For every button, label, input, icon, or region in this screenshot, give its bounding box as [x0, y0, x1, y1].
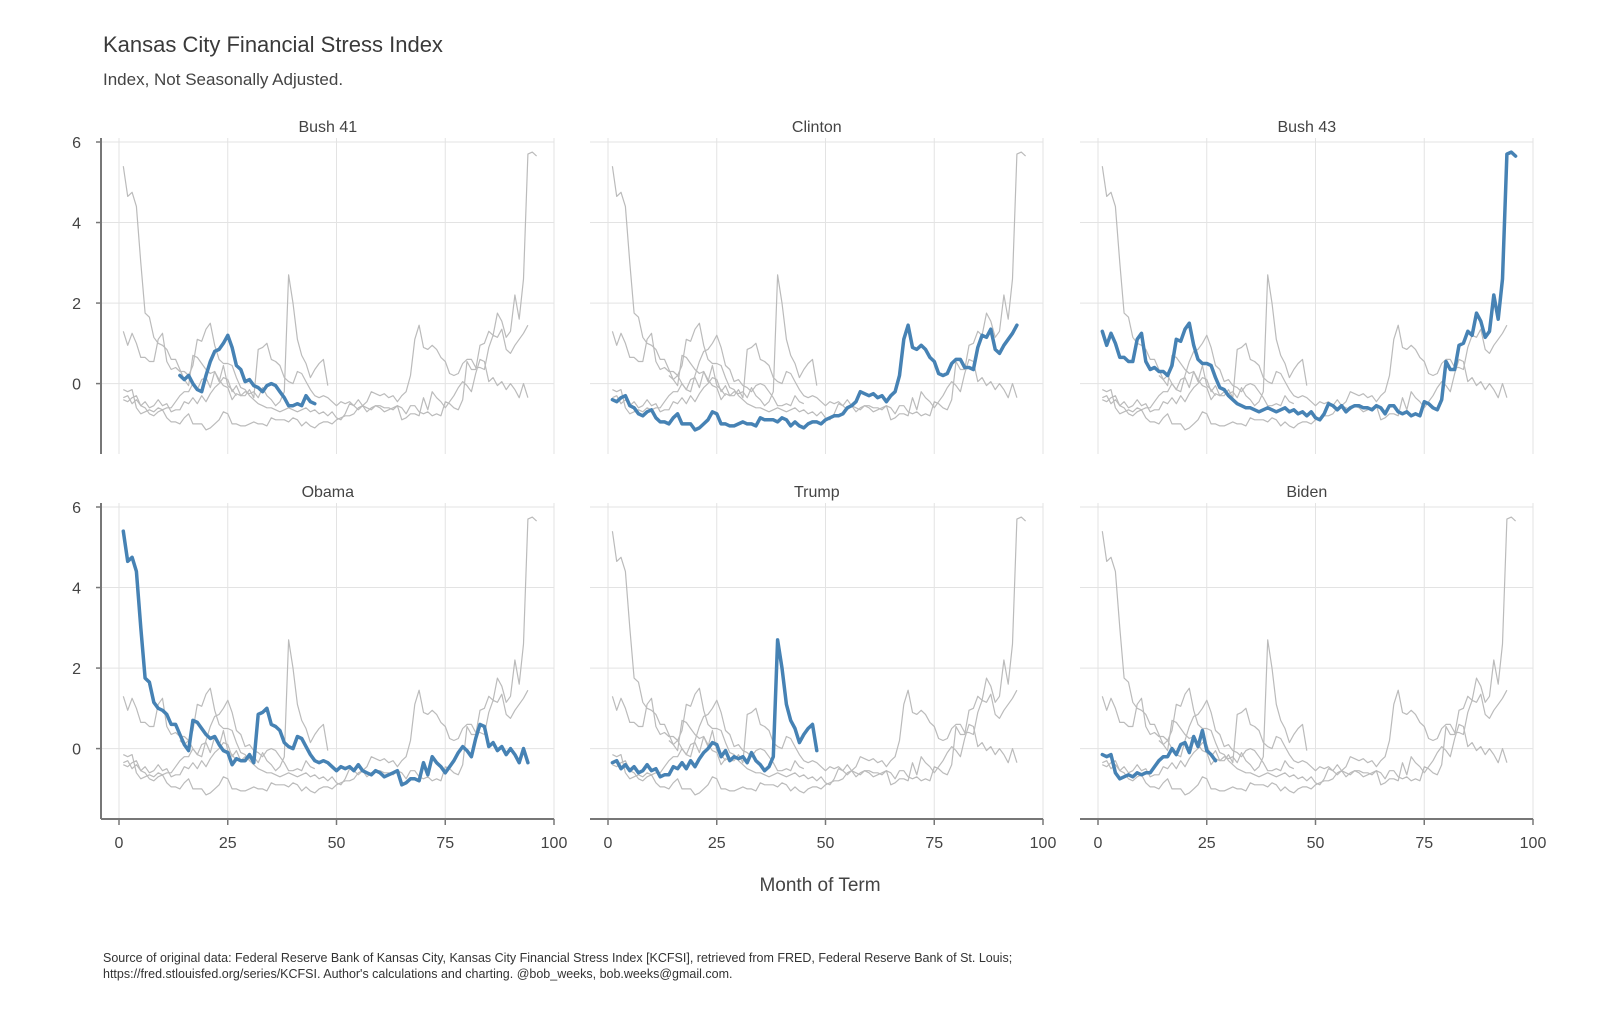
context-line-obama — [611, 166, 1018, 421]
panel-title: Bush 43 — [1277, 119, 1336, 136]
panel-title: Trump — [794, 484, 840, 501]
x-tick-label: 25 — [219, 835, 237, 852]
x-tick-label: 50 — [1307, 835, 1325, 852]
y-tick-label: 4 — [72, 581, 81, 598]
context-line-biden — [612, 729, 726, 780]
context-line-bush-43 — [1101, 516, 1517, 786]
highlight-line-obama — [121, 529, 530, 787]
y-tick-label: 6 — [72, 135, 81, 152]
context-line-bush-41 — [1158, 334, 1295, 407]
context-line-clinton — [612, 689, 1018, 796]
panel-biden: Biden 0 25 50 75 100 — [1080, 484, 1546, 852]
x-tick-label: 100 — [1520, 835, 1547, 852]
x-tick-label: 0 — [115, 835, 124, 852]
context-line-clinton — [123, 324, 529, 431]
panel-clinton: Clinton — [590, 119, 1044, 454]
context-line-bush-41 — [668, 334, 805, 407]
y-tick-label: 2 — [72, 661, 81, 678]
y-tick-label: 0 — [72, 742, 81, 759]
context-line-bush-43 — [611, 151, 1027, 421]
context-line-trump — [123, 274, 329, 413]
context-line-bush-43 — [611, 516, 1027, 786]
x-tick-label: 75 — [1415, 835, 1433, 852]
source-caption: Source of original data: Federal Reserve… — [103, 950, 1503, 982]
y-tick-label: 0 — [72, 377, 81, 394]
caption-line-2: https://fred.stlouisfed.org/series/KCFSI… — [103, 967, 733, 981]
context-line-trump — [1102, 639, 1308, 778]
highlight-line-bush-43 — [1100, 150, 1518, 422]
highlight-line-trump — [610, 638, 819, 779]
y-tick-label: 6 — [72, 500, 81, 517]
context-line-bush-43 — [122, 151, 538, 421]
highlight-line-bush-41 — [178, 333, 317, 408]
x-tick-label: 75 — [925, 835, 943, 852]
panel-title: Obama — [302, 484, 355, 501]
context-line-biden — [1102, 364, 1216, 415]
panel-title: Clinton — [792, 119, 842, 136]
context-line-clinton — [1102, 689, 1508, 796]
context-line-bush-41 — [668, 699, 805, 772]
panel-trump: Trump 0 25 50 75 100 — [590, 484, 1056, 852]
context-line-biden — [612, 364, 726, 415]
context-line-obama — [1101, 531, 1508, 786]
highlight-line-clinton — [610, 323, 1019, 432]
panel-bush-43: Bush 43 — [1080, 119, 1534, 454]
x-tick-label: 0 — [1094, 835, 1103, 852]
context-line-obama — [611, 531, 1018, 786]
context-line-obama — [122, 166, 529, 421]
x-tick-label: 25 — [708, 835, 726, 852]
panel-title: Biden — [1286, 484, 1327, 501]
context-line-clinton — [123, 689, 529, 796]
context-line-trump — [123, 639, 329, 778]
x-tick-label: 25 — [1198, 835, 1216, 852]
chart-subtitle: Index, Not Seasonally Adjusted. — [103, 70, 344, 89]
highlight-line-biden — [1100, 728, 1218, 781]
chart-title: Kansas City Financial Stress Index — [103, 32, 443, 57]
context-line-trump — [1102, 274, 1308, 413]
panel-title: Bush 41 — [298, 119, 357, 136]
x-tick-label: 100 — [541, 835, 568, 852]
x-tick-label: 75 — [436, 835, 454, 852]
caption-line-1: Source of original data: Federal Reserve… — [103, 951, 1013, 965]
panel-obama: Obama 0 2 4 6 0 25 50 75 100 — [72, 484, 567, 852]
y-tick-label: 4 — [72, 216, 81, 233]
y-tick-label: 2 — [72, 296, 81, 313]
context-line-bush-41 — [179, 699, 316, 772]
x-tick-label: 100 — [1030, 835, 1057, 852]
x-tick-label: 50 — [328, 835, 346, 852]
x-tick-label: 0 — [604, 835, 613, 852]
context-line-clinton — [1102, 324, 1508, 431]
x-tick-label: 50 — [817, 835, 835, 852]
context-line-biden — [123, 364, 237, 415]
context-line-bush-41 — [1158, 699, 1295, 772]
x-axis-title: Month of Term — [759, 875, 880, 896]
context-line-trump — [612, 274, 818, 413]
panel-bush-41: Bush 41 0 2 4 6 — [72, 119, 555, 454]
context-line-obama — [1101, 166, 1508, 421]
